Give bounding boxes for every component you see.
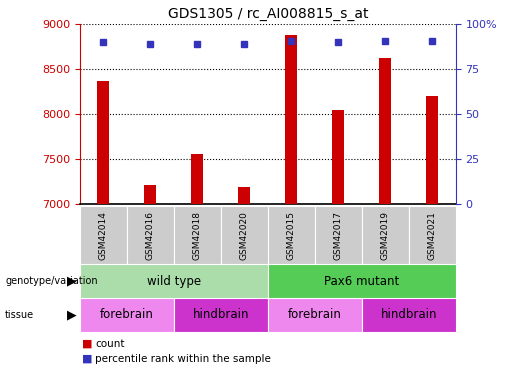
- Text: hindbrain: hindbrain: [193, 309, 249, 321]
- Bar: [144, 184, 156, 204]
- Text: ▶: ▶: [67, 275, 77, 288]
- Bar: [97, 81, 109, 204]
- Bar: [192, 154, 203, 204]
- FancyBboxPatch shape: [268, 298, 362, 332]
- Text: forebrain: forebrain: [100, 309, 154, 321]
- FancyBboxPatch shape: [315, 206, 362, 264]
- Text: genotype/variation: genotype/variation: [5, 276, 98, 286]
- FancyBboxPatch shape: [80, 264, 268, 298]
- FancyBboxPatch shape: [409, 206, 456, 264]
- Text: GSM42021: GSM42021: [428, 211, 437, 260]
- FancyBboxPatch shape: [268, 264, 456, 298]
- Text: hindbrain: hindbrain: [381, 309, 437, 321]
- Bar: [426, 96, 438, 204]
- Text: wild type: wild type: [147, 275, 201, 288]
- Text: count: count: [95, 339, 125, 349]
- Text: GSM42015: GSM42015: [287, 211, 296, 260]
- Title: GDS1305 / rc_AI008815_s_at: GDS1305 / rc_AI008815_s_at: [167, 7, 368, 21]
- Text: ■: ■: [82, 354, 93, 364]
- Text: GSM42014: GSM42014: [99, 211, 108, 260]
- Text: GSM42020: GSM42020: [240, 211, 249, 260]
- Bar: [238, 187, 250, 204]
- Text: GSM42016: GSM42016: [146, 211, 155, 260]
- Text: GSM42019: GSM42019: [381, 211, 390, 260]
- FancyBboxPatch shape: [80, 298, 174, 332]
- FancyBboxPatch shape: [174, 206, 221, 264]
- FancyBboxPatch shape: [268, 206, 315, 264]
- Bar: [332, 110, 344, 204]
- Text: percentile rank within the sample: percentile rank within the sample: [95, 354, 271, 364]
- FancyBboxPatch shape: [362, 206, 409, 264]
- FancyBboxPatch shape: [174, 298, 268, 332]
- Text: ■: ■: [82, 339, 93, 349]
- Text: ▶: ▶: [67, 309, 77, 321]
- Text: GSM42018: GSM42018: [193, 211, 202, 260]
- Text: GSM42017: GSM42017: [334, 211, 343, 260]
- FancyBboxPatch shape: [127, 206, 174, 264]
- Bar: [285, 35, 297, 204]
- Text: forebrain: forebrain: [288, 309, 342, 321]
- FancyBboxPatch shape: [362, 298, 456, 332]
- Text: Pax6 mutant: Pax6 mutant: [324, 275, 400, 288]
- Bar: [380, 58, 391, 204]
- Text: tissue: tissue: [5, 310, 35, 320]
- FancyBboxPatch shape: [80, 206, 127, 264]
- FancyBboxPatch shape: [221, 206, 268, 264]
